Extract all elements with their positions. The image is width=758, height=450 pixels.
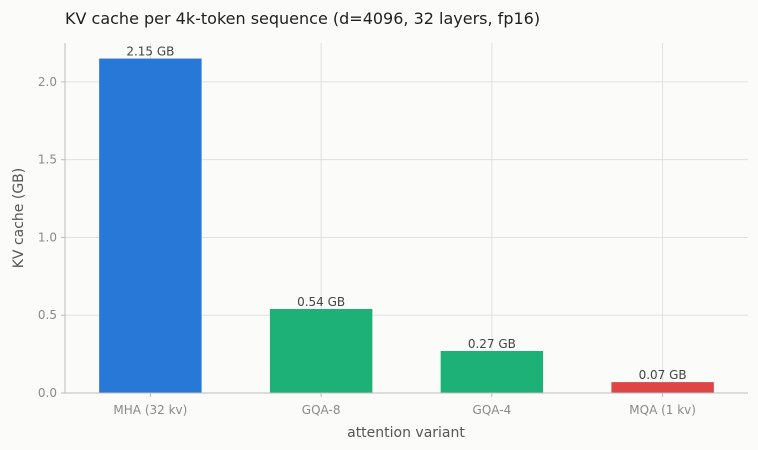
- x-ticks: MHA (32 kv) GQA-8 GQA-4 MQA (1 kv): [113, 393, 696, 417]
- bar: [99, 58, 202, 394]
- bar-value-label: 0.07 GB: [639, 368, 687, 382]
- bar: [440, 351, 544, 393]
- chart-title: KV cache per 4k-token sequence (d=4096, …: [65, 9, 540, 28]
- x-tick-label: GQA-8: [302, 403, 341, 417]
- y-ticks: 0.0 0.5 1.0 1.5 2.0: [38, 75, 65, 400]
- bar-value-label: 0.54 GB: [297, 295, 345, 309]
- bars: [99, 58, 714, 394]
- bar: [269, 309, 373, 393]
- axes: [64, 43, 748, 394]
- bar-value-label: 2.15 GB: [126, 45, 174, 59]
- y-tick-label: 1.5: [38, 153, 57, 167]
- x-tick-label: MQA (1 kv): [629, 403, 696, 417]
- value-labels: 2.15 GB 0.54 GB 0.27 GB 0.07 GB: [126, 45, 686, 383]
- x-tick-label: GQA-4: [473, 403, 512, 417]
- bar: [611, 382, 714, 393]
- x-tick-label: MHA (32 kv): [113, 403, 187, 417]
- y-axis-label: KV cache (GB): [11, 168, 27, 269]
- x-axis-label: attention variant: [347, 425, 465, 441]
- bar-value-label: 0.27 GB: [468, 337, 516, 351]
- y-tick-label: 2.0: [38, 75, 57, 89]
- y-tick-label: 0.5: [38, 308, 57, 322]
- y-tick-label: 1.0: [38, 230, 57, 244]
- y-tick-label: 0.0: [38, 386, 57, 400]
